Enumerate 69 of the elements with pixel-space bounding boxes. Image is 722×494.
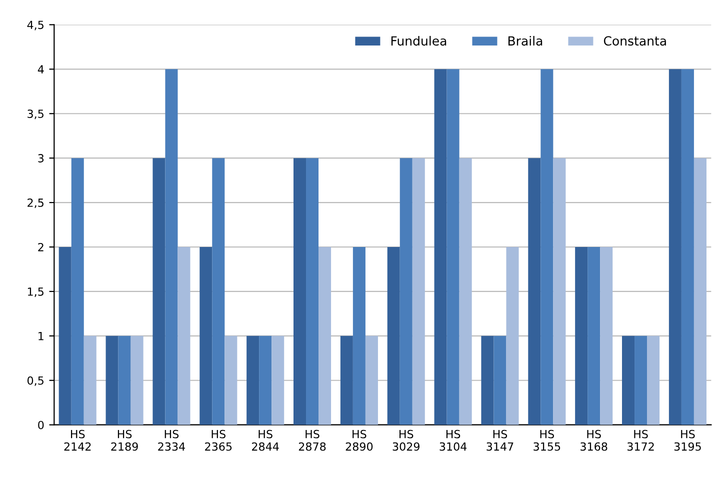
bar (352, 247, 366, 425)
bar (71, 158, 84, 425)
bar (600, 247, 613, 425)
bar (152, 158, 166, 425)
bar (459, 158, 472, 425)
bar (212, 158, 225, 425)
bar (272, 336, 284, 425)
x-tick-label: HS 3029 (392, 430, 420, 451)
bar (622, 336, 635, 425)
y-tick-label: 1,5 (28, 288, 44, 297)
bar (647, 336, 660, 425)
legend-label: Fundulea (391, 36, 446, 46)
bar (246, 336, 260, 425)
y-tick-label: 2 (38, 242, 44, 252)
bar (681, 69, 694, 425)
y-tick-label: 1 (38, 332, 44, 340)
x-tick-label: HS 3168 (580, 430, 608, 451)
bar (446, 69, 460, 425)
bar (293, 158, 306, 425)
bar (387, 247, 400, 425)
x-tick-label: HS 2334 (158, 430, 185, 451)
x-tick-label: HS 3155 (534, 430, 560, 451)
x-tick-label: HS 2890 (346, 430, 373, 451)
x-tick-label: HS 2365 (205, 430, 232, 451)
bar (130, 336, 144, 425)
bar (434, 69, 447, 425)
bar (400, 158, 412, 425)
bar (634, 336, 648, 425)
y-tick-label: 3,5 (28, 110, 44, 120)
y-tick-label: 2,5 (28, 198, 44, 208)
y-tick-label: 4,5 (27, 20, 44, 30)
y-tick-label: 0 (38, 420, 44, 430)
bar (165, 69, 178, 425)
bar (259, 336, 272, 425)
x-tick-label: HS 3104 (440, 430, 467, 451)
bar (200, 247, 212, 425)
bar (588, 247, 600, 425)
bar (528, 158, 541, 425)
x-tick-label: HS 3195 (674, 430, 701, 451)
x-tick-label: HS 2844 (252, 430, 279, 451)
bar (481, 336, 494, 425)
y-tick-label: 3 (38, 154, 44, 162)
y-tick-label: 0,5 (27, 376, 44, 386)
bar (224, 336, 238, 425)
bar (553, 158, 566, 425)
bar (306, 158, 319, 425)
x-tick-label: HS 3172 (627, 430, 654, 451)
bar (58, 247, 72, 425)
bar (668, 69, 682, 425)
bar (106, 336, 118, 425)
bar (340, 336, 353, 425)
bar (365, 336, 378, 425)
x-tick-label: HS 2878 (298, 430, 326, 451)
bar (412, 158, 425, 425)
bar (118, 336, 131, 425)
legend-label: Braila (508, 36, 542, 46)
bar (540, 69, 554, 425)
bar (506, 247, 519, 425)
bar (494, 336, 506, 425)
bar (84, 336, 96, 425)
bar (178, 247, 190, 425)
x-tick-label: HS 2142 (64, 430, 91, 451)
x-tick-label: HS 3147 (486, 430, 514, 451)
bar (694, 158, 706, 425)
x-tick-label: HS 2189 (111, 430, 138, 451)
y-tick-label: 4 (38, 65, 44, 74)
bar (575, 247, 588, 425)
bar (318, 247, 332, 425)
legend-label: Constanta (604, 36, 666, 46)
